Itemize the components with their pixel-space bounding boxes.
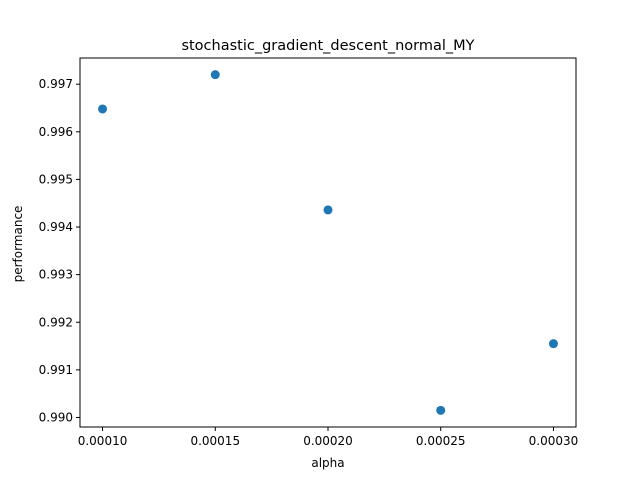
y-tick-label: 0.991 — [39, 363, 73, 377]
y-tick-label: 0.997 — [39, 77, 73, 91]
y-tick-label: 0.995 — [39, 172, 73, 186]
x-tick-label: 0.00015 — [190, 434, 240, 448]
x-axis-label: alpha — [311, 456, 344, 470]
x-tick-label: 0.00020 — [303, 434, 353, 448]
y-tick-label: 0.993 — [39, 268, 73, 282]
y-tick-label: 0.990 — [39, 410, 73, 424]
data-points — [98, 70, 558, 415]
x-tick-label: 0.00030 — [529, 434, 579, 448]
y-tick-label: 0.992 — [39, 315, 73, 329]
y-axis-ticks: 0.990 0.991 0.992 0.993 0.994 0.995 0.996 0.997 — [39, 77, 80, 424]
y-tick-label: 0.996 — [39, 125, 73, 139]
data-point — [436, 405, 446, 415]
x-tick-label: 0.00010 — [78, 434, 128, 448]
data-point — [98, 104, 108, 114]
x-tick-label: 0.00025 — [416, 434, 466, 448]
data-point — [323, 205, 333, 215]
x-axis-ticks: 0.00010 0.00015 0.00020 0.00025 0.00030 — [78, 427, 579, 448]
axes-frame — [79, 57, 577, 428]
chart-title: stochastic_gradient_descent_normal_MY — [181, 38, 474, 54]
data-point — [548, 339, 558, 349]
y-axis-label: performance — [11, 206, 25, 283]
data-point — [210, 70, 220, 80]
y-tick-label: 0.994 — [39, 220, 73, 234]
